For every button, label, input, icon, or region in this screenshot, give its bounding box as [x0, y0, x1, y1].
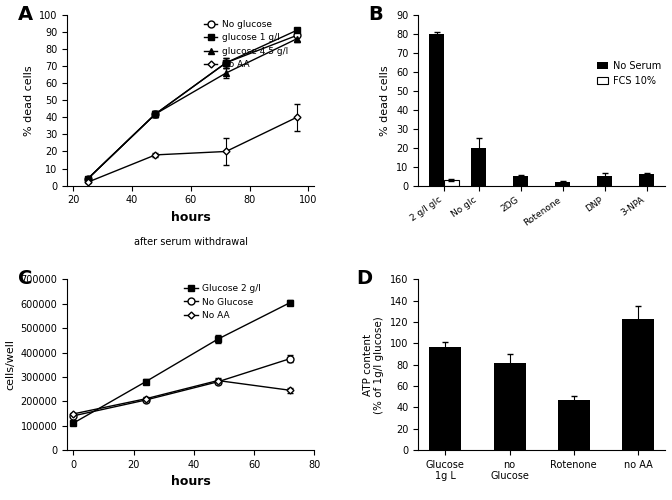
- Legend: No glucose, glucose 1 g/l, glucose 4.5 g/l, No AA: No glucose, glucose 1 g/l, glucose 4.5 g…: [200, 16, 292, 73]
- Bar: [471, 148, 486, 186]
- Y-axis label: cells/well: cells/well: [5, 339, 15, 390]
- Bar: [622, 319, 654, 450]
- Bar: [513, 176, 528, 186]
- Bar: [555, 182, 570, 186]
- Y-axis label: % dead cells: % dead cells: [24, 65, 34, 136]
- Text: after serum withdrawal: after serum withdrawal: [134, 237, 248, 247]
- Bar: [597, 176, 612, 186]
- X-axis label: hours: hours: [171, 476, 210, 488]
- X-axis label: hours: hours: [171, 211, 210, 224]
- Text: A: A: [17, 5, 33, 24]
- Text: D: D: [356, 269, 372, 288]
- Legend: Glucose 2 g/l, No Glucose, No AA: Glucose 2 g/l, No Glucose, No AA: [181, 280, 265, 324]
- Legend: No Serum, FCS 10%: No Serum, FCS 10%: [593, 58, 665, 90]
- Text: B: B: [369, 5, 384, 24]
- Bar: [639, 174, 654, 186]
- Bar: [493, 362, 526, 450]
- Bar: [444, 180, 459, 186]
- Text: C: C: [17, 269, 32, 288]
- Y-axis label: ATP content
(% of 1g/l glucose): ATP content (% of 1g/l glucose): [363, 316, 384, 414]
- Bar: [429, 34, 444, 186]
- Y-axis label: % dead cells: % dead cells: [380, 65, 390, 136]
- Bar: [558, 400, 590, 450]
- Bar: [429, 346, 462, 450]
